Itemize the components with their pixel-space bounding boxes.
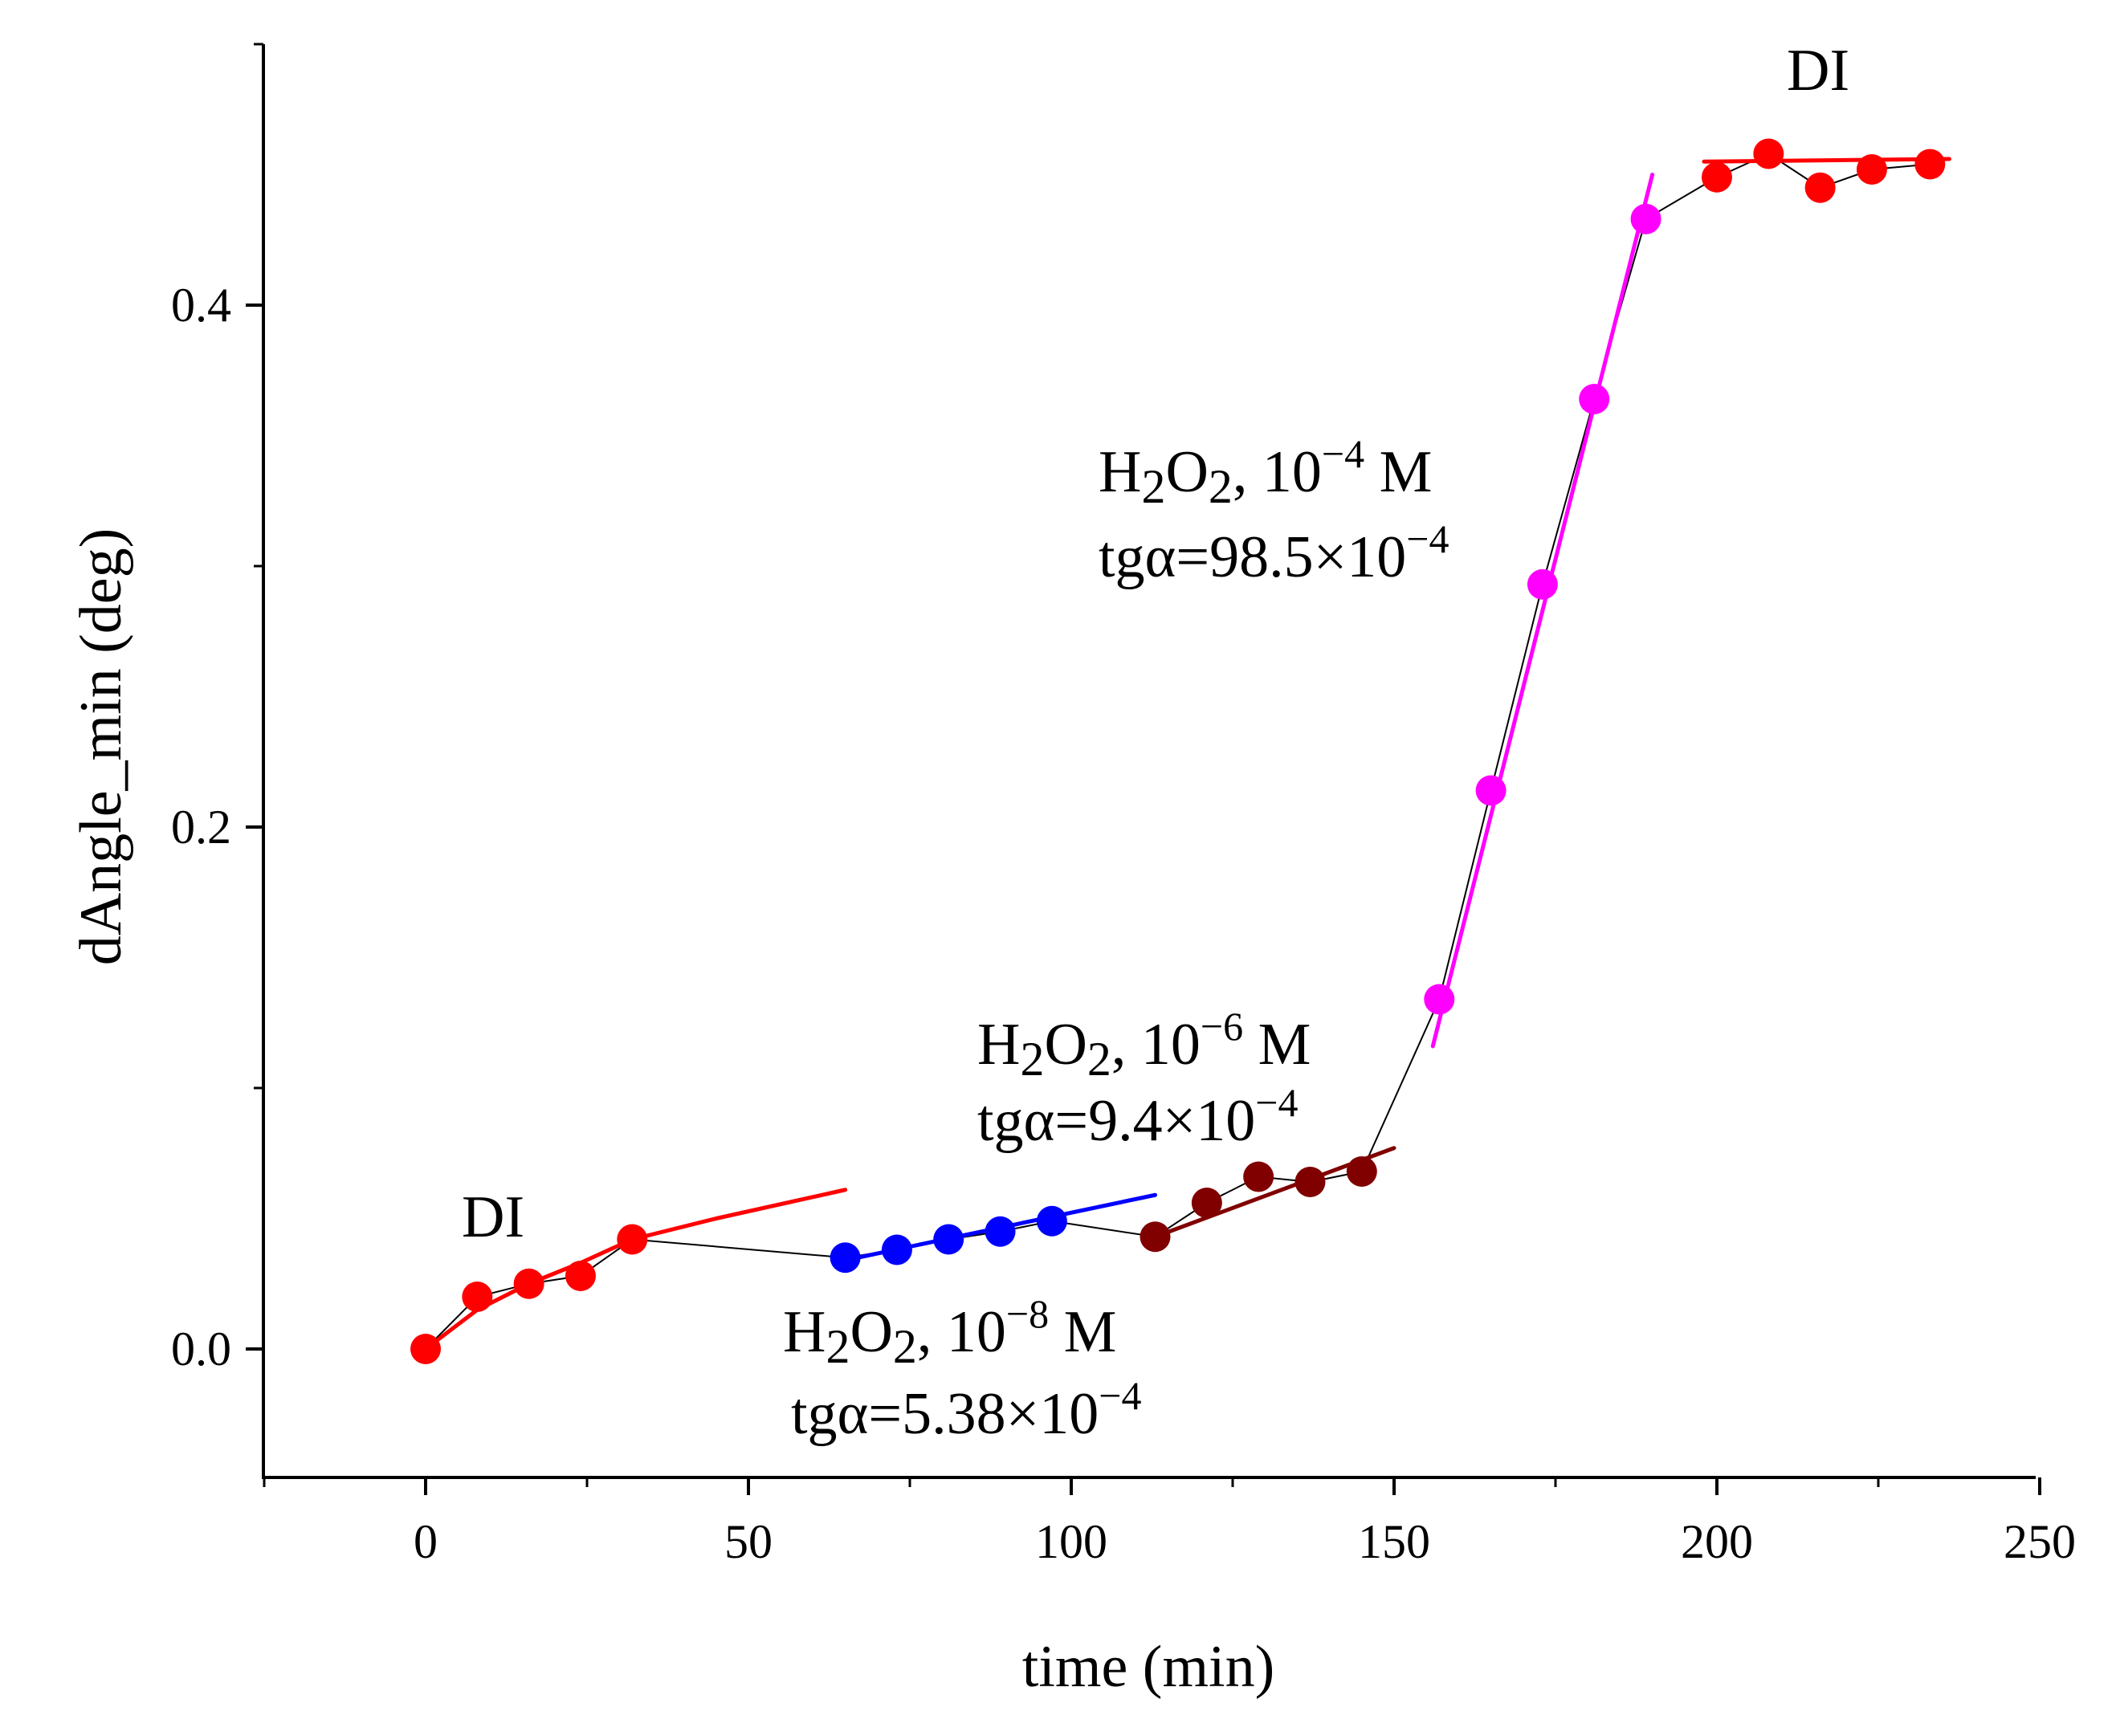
data-point-series-1 — [933, 1224, 964, 1255]
data-point-series-2 — [1243, 1161, 1274, 1192]
data-point-series-0 — [565, 1261, 596, 1291]
x-tick-label: 50 — [724, 1515, 773, 1568]
data-point-series-2 — [1140, 1221, 1171, 1253]
data-point-series-4 — [1804, 172, 1836, 203]
data-point-series-3 — [1630, 203, 1661, 234]
connector-line-layer — [425, 153, 1930, 1350]
data-point-series-3 — [1475, 775, 1506, 806]
data-point-series-1 — [830, 1242, 861, 1273]
connector-line — [425, 153, 1930, 1350]
x-axis-title: time (min) — [1022, 1634, 1274, 1700]
data-point-series-0 — [462, 1282, 493, 1312]
y-tick-label: 0.2 — [171, 801, 231, 854]
data-point-series-3 — [1579, 384, 1610, 414]
data-point-series-4 — [1914, 149, 1946, 180]
x-tick-label: 0 — [414, 1515, 438, 1568]
annotation-h2o2-1e-4: H2O2, 10−4 M — [1099, 431, 1432, 513]
fit-lines-layer — [423, 157, 1951, 1351]
data-point-series-2 — [1191, 1188, 1222, 1218]
data-point-series-1 — [1036, 1205, 1067, 1237]
y-tick-label: 0.0 — [171, 1322, 231, 1375]
annotation-slope-1e-4: tgα=98.5×10−4 — [1099, 516, 1449, 590]
annotation-h2o2-1e-6: H2O2, 10−6 M — [977, 1004, 1311, 1086]
data-point-series-3 — [1527, 568, 1558, 600]
data-point-series-3 — [1424, 984, 1455, 1015]
data-point-series-4 — [1753, 138, 1784, 169]
x-tick-label: 150 — [1358, 1515, 1430, 1568]
annotation-di-start: DI — [462, 1184, 524, 1250]
data-point-series-0 — [410, 1334, 441, 1364]
data-point-series-1 — [881, 1234, 912, 1265]
y-axis-title: dAngle_min (deg) — [68, 528, 134, 966]
fit-line-3 — [1430, 173, 1655, 1049]
x-tick-label: 250 — [2004, 1515, 2076, 1568]
data-point-series-0 — [513, 1268, 544, 1299]
annotation-di-end: DI — [1787, 38, 1849, 104]
annotation-slope-1e-8: tgα=5.38×10−4 — [791, 1373, 1142, 1447]
fit-line-4 — [1702, 157, 1951, 164]
data-point-series-4 — [1856, 154, 1887, 185]
y-tick-label: 0.4 — [171, 279, 231, 332]
data-point-series-0 — [617, 1224, 648, 1255]
data-point-series-1 — [985, 1216, 1016, 1247]
axis-ticks: 0 50 100 150 200 250 0.0 0.2 0.4 — [171, 43, 2076, 1568]
data-points-layer — [410, 138, 1946, 1364]
data-point-series-2 — [1346, 1156, 1377, 1187]
annotation-slope-1e-6: tgα=9.4×10−4 — [977, 1080, 1299, 1154]
annotation-h2o2-1e-8: H2O2, 10−8 M — [783, 1291, 1116, 1373]
data-point-series-4 — [1702, 161, 1732, 193]
x-tick-label: 200 — [1681, 1515, 1753, 1568]
x-tick-label: 100 — [1035, 1515, 1107, 1568]
data-point-series-2 — [1294, 1167, 1326, 1197]
